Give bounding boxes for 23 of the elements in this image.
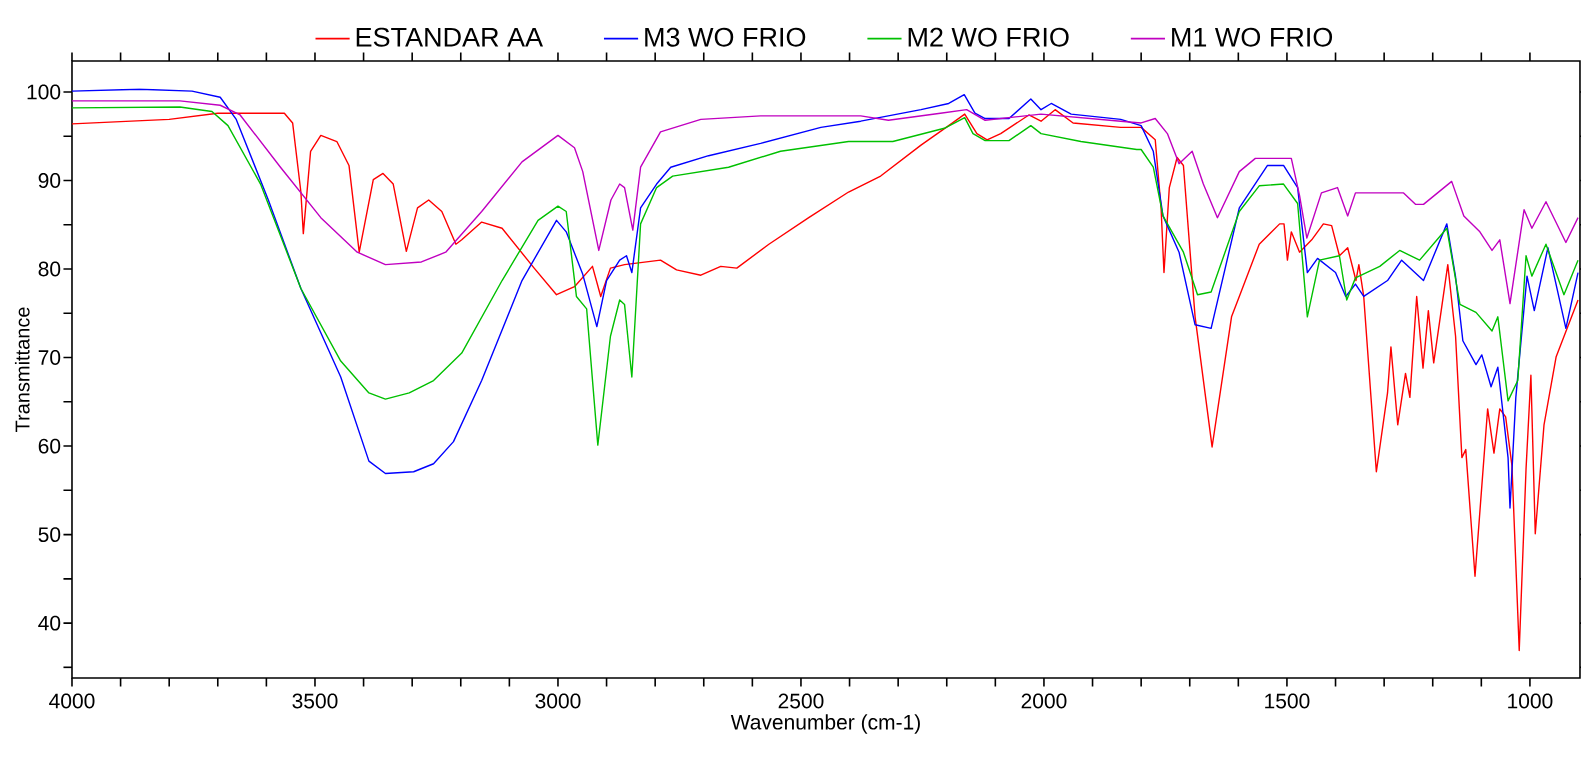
y-tick-label: 70	[38, 350, 61, 365]
x-tick-label: 2500	[778, 693, 824, 709]
x-tick-label: 4000	[49, 693, 95, 709]
y-tick-label: 80	[38, 261, 61, 277]
x-tick-label: 3500	[292, 693, 338, 709]
line-series	[71, 106, 1579, 446]
line-series	[71, 108, 1579, 652]
legend-label: M3 WO FRIO	[645, 27, 806, 47]
x-axis-title: Wavenumber (cm-1)	[730, 714, 920, 734]
y-tick-label: 90	[38, 173, 61, 188]
y-tick-label: 40	[38, 615, 61, 631]
y-tick-label: 60	[38, 438, 61, 454]
line-series	[71, 88, 1579, 509]
y-axis-title: Transmittance	[14, 307, 30, 433]
x-tick-label: 1500	[1265, 693, 1310, 709]
legend-label: ESTANDAR AA	[356, 27, 544, 47]
legend-label: M1 WO FRIO	[1172, 27, 1333, 47]
x-tick-label: 1000	[1508, 693, 1553, 709]
x-tick-label: 2000	[1021, 693, 1067, 709]
x-tick-label: 3000	[535, 693, 581, 709]
y-tick-label: 100	[27, 84, 61, 100]
legend-label: M2 WO FRIO	[908, 27, 1069, 47]
y-tick-label: 50	[38, 527, 61, 543]
